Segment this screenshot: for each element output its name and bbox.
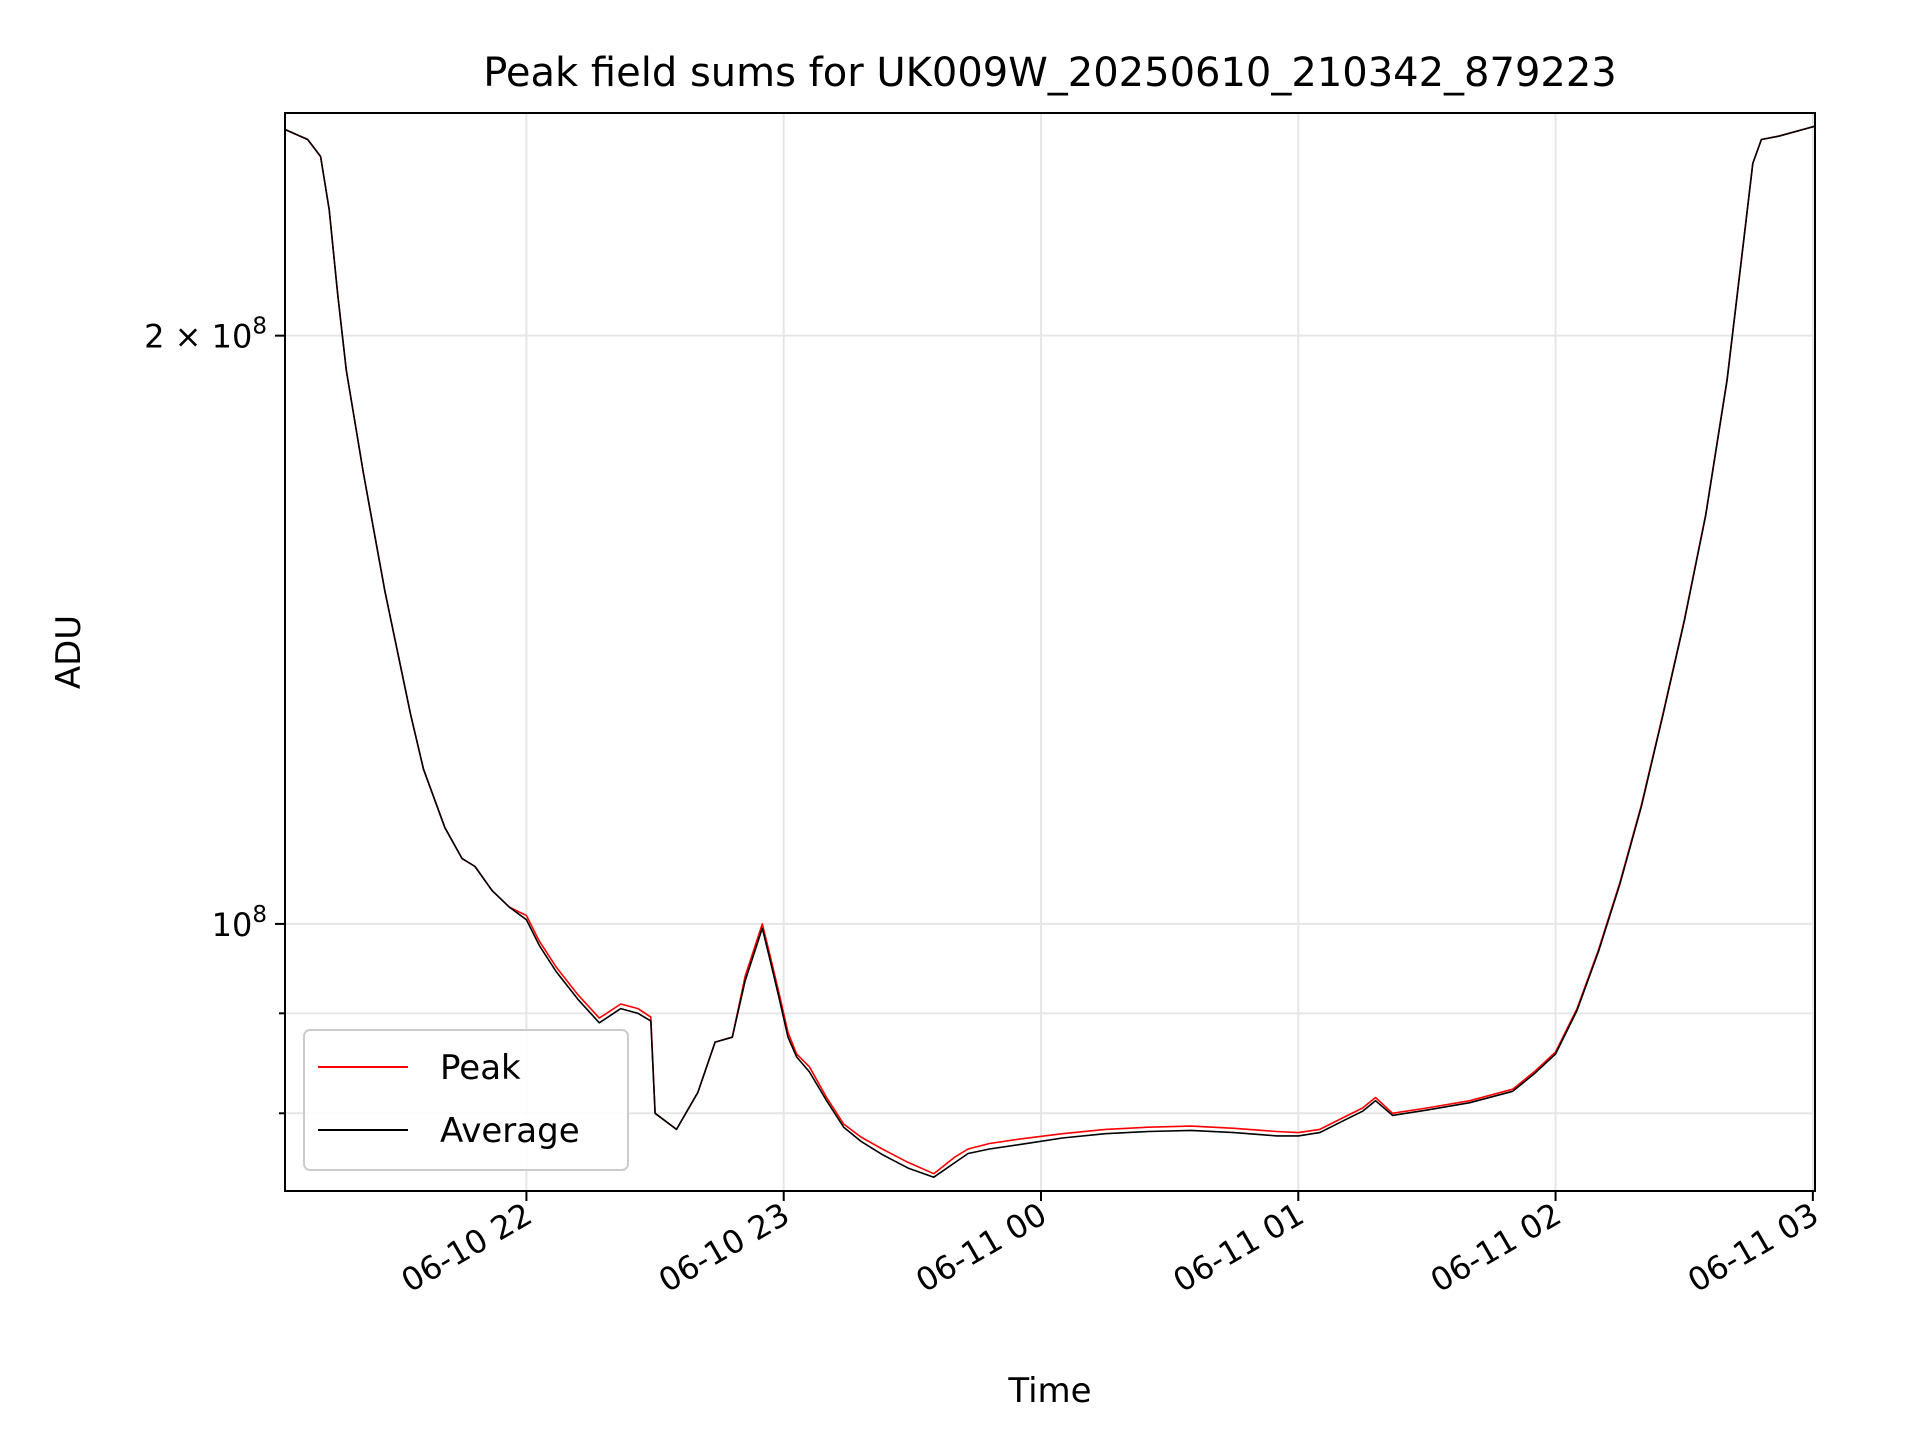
y-axis-ticks: 108 2 × 108 [144,314,285,1115]
legend-average-label: Average [440,1111,580,1151]
x-axis-label: Time [1007,1371,1091,1411]
chart-title: Peak field sums for UK009W_20250610_2103… [483,50,1617,96]
series-layer [284,125,1816,1178]
series-line-average [284,125,1816,1178]
legend-peak-label: Peak [440,1048,521,1088]
legend: Peak Average [303,1029,629,1171]
y-tick-label: 2 × 108 [144,314,267,356]
legend-box [303,1029,629,1171]
y-tick-label: 108 [212,902,267,944]
y-axis-label: ADU [49,615,89,689]
grid [285,113,1815,1191]
plot-frame [284,112,1816,1192]
